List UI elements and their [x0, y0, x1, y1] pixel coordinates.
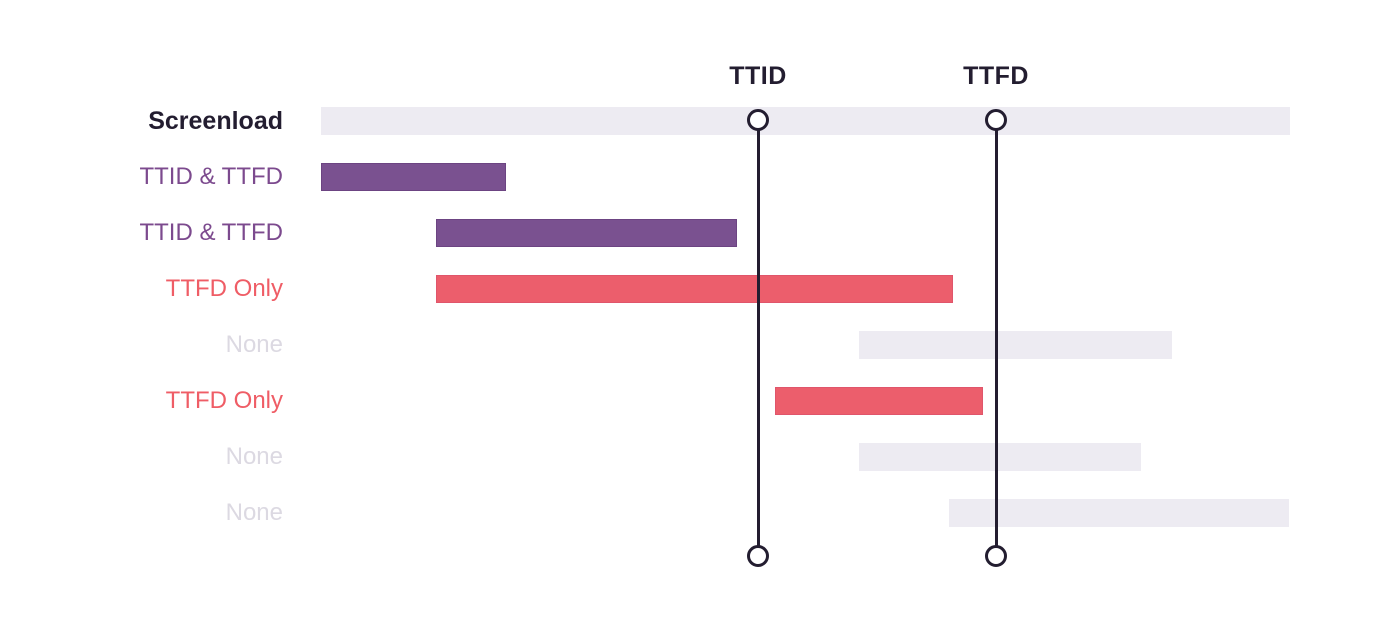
row-label: TTID & TTFD: [139, 219, 283, 246]
span-bar: [436, 219, 737, 247]
ttid-end-circle: [747, 545, 769, 567]
ttid-start-circle: [747, 109, 769, 131]
ttfd-marker-label: TTFD: [963, 62, 1029, 90]
diagram-row: None: [0, 499, 1400, 527]
row-label: None: [225, 331, 283, 358]
row-label: None: [225, 499, 283, 526]
span-bar: [321, 107, 1290, 135]
ttfd-marker-line: [994, 120, 998, 556]
ttid-marker-line: [756, 120, 760, 556]
row-label: None: [225, 443, 283, 470]
row-label: TTID & TTFD: [139, 163, 283, 190]
diagram-row: TTFD Only: [0, 275, 1400, 303]
ttfd-end-circle: [985, 545, 1007, 567]
span-bar: [321, 163, 506, 191]
row-label: TTFD Only: [165, 387, 283, 414]
diagram-row: None: [0, 443, 1400, 471]
row-label: TTFD Only: [165, 275, 283, 302]
ttfd-start-circle: [985, 109, 1007, 131]
diagram-row: None: [0, 331, 1400, 359]
diagram-row: TTFD Only: [0, 387, 1400, 415]
diagram-row: TTID & TTFD: [0, 163, 1400, 191]
span-bar: [436, 275, 953, 303]
span-bar: [949, 499, 1289, 527]
diagram-row: Screenload: [0, 107, 1400, 135]
row-label: Screenload: [148, 107, 283, 135]
ttid-marker-label: TTID: [729, 62, 787, 90]
span-bar: [775, 387, 983, 415]
diagram-row: TTID & TTFD: [0, 219, 1400, 247]
span-bar: [859, 331, 1172, 359]
span-bar: [859, 443, 1141, 471]
